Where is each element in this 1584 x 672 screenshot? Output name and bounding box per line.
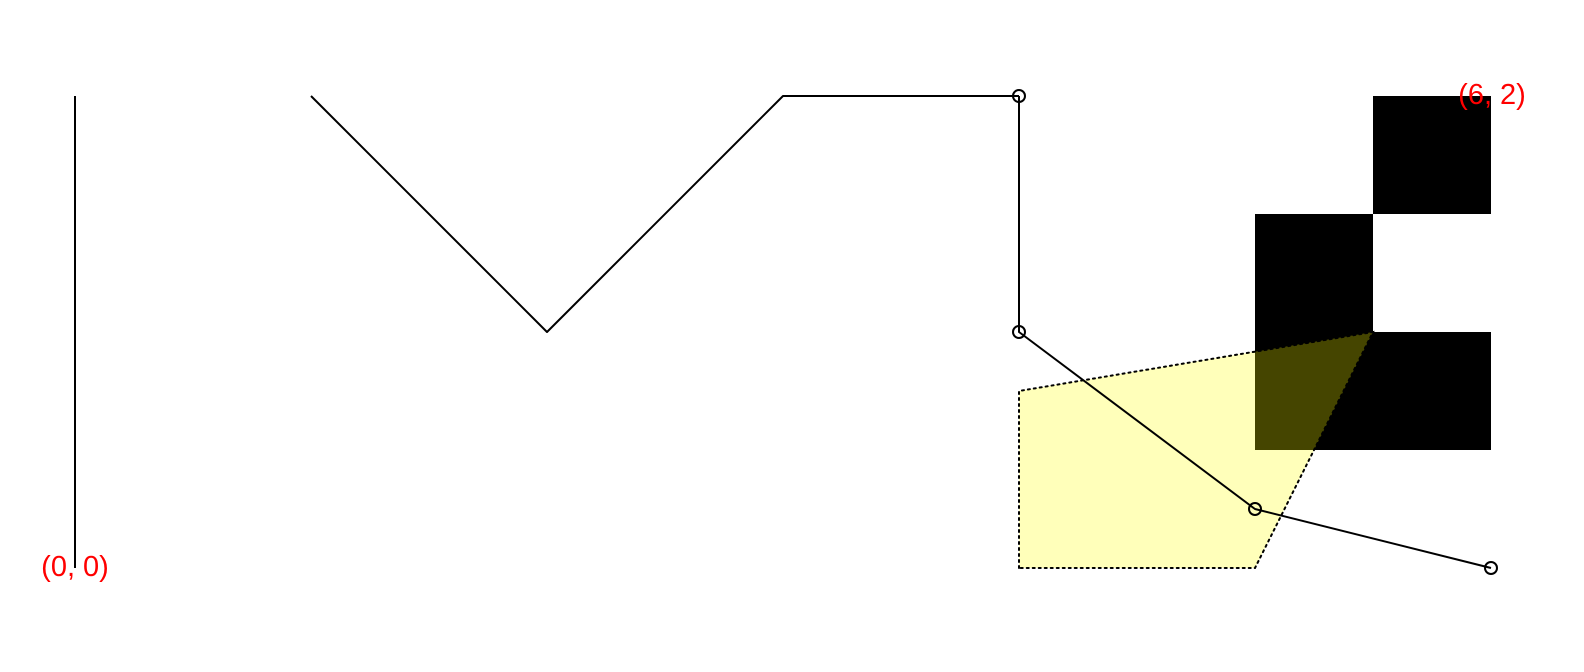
marked-path-line xyxy=(1018,96,1492,569)
translucent-polygon-group xyxy=(1018,330,1375,569)
black-square-1 xyxy=(1373,96,1491,214)
black-square-2 xyxy=(1255,214,1373,332)
corner-coordinate-label: (6, 2) xyxy=(1458,79,1526,111)
point-marker-4 xyxy=(1484,561,1498,575)
checker-squares-group xyxy=(1255,96,1491,450)
point-markers-group xyxy=(1012,89,1498,575)
translucent-yellow-polygon xyxy=(1018,330,1375,569)
coordinate-labels-group: (0, 0) (6, 2) xyxy=(41,79,1526,583)
point-marker-2 xyxy=(1012,325,1026,339)
point-marker-3 xyxy=(1248,502,1262,516)
zigzag-line xyxy=(310,95,1019,333)
origin-coordinate-label: (0, 0) xyxy=(41,551,109,583)
line-paths-group xyxy=(74,95,1492,569)
black-square-3 xyxy=(1255,332,1491,450)
point-marker-1 xyxy=(1012,89,1026,103)
